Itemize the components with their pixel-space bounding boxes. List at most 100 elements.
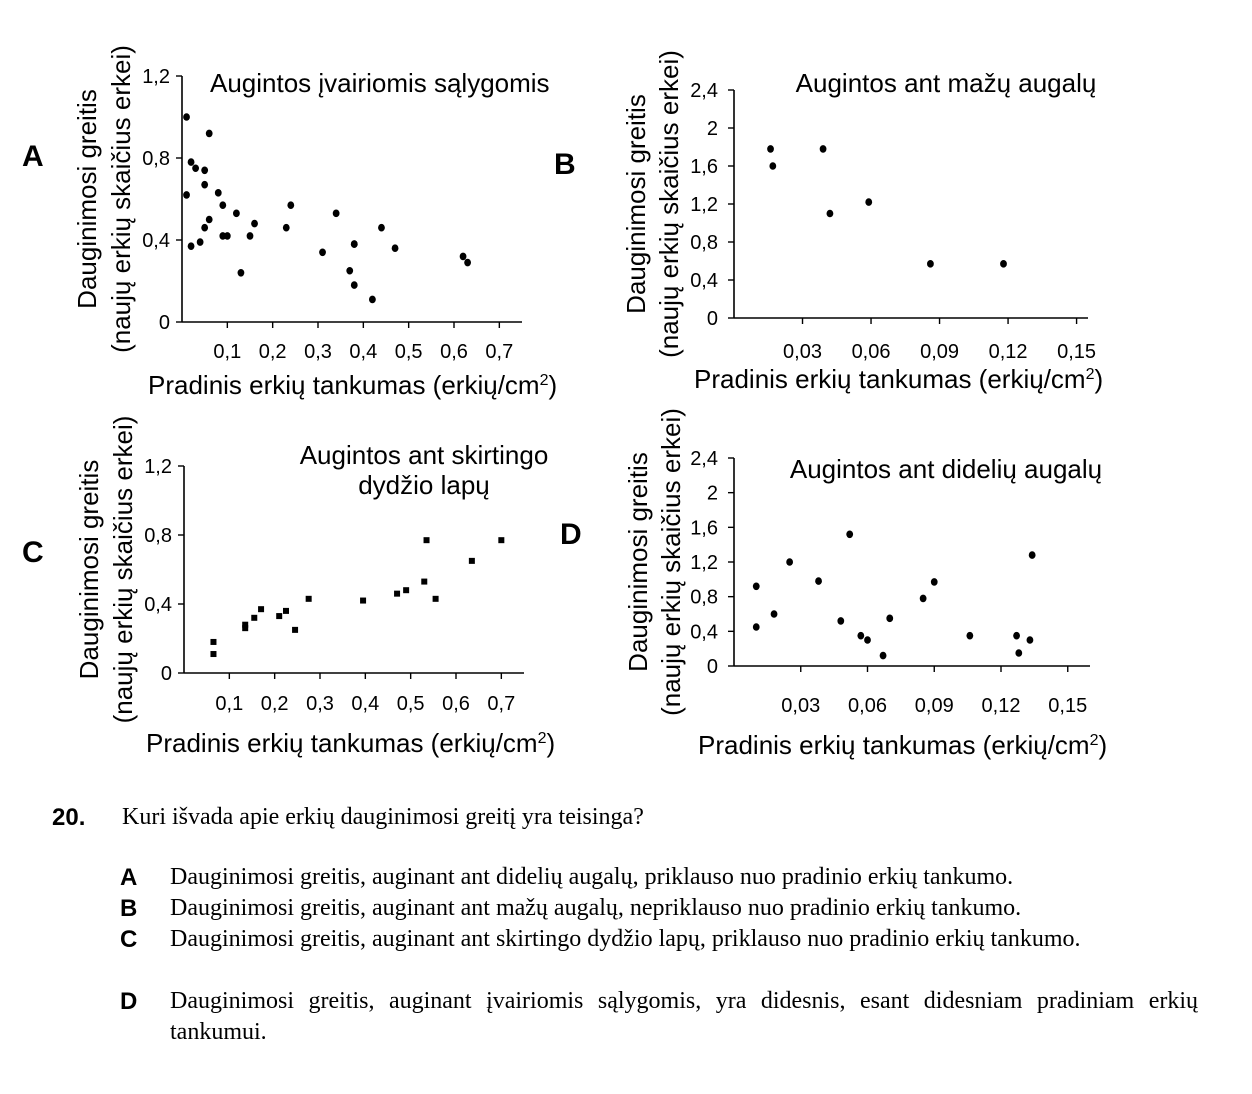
panel-c-y-tick-label: 0 <box>161 663 172 685</box>
panel-a-data-point <box>192 164 200 173</box>
panel-c-data-point <box>305 595 312 602</box>
panel-c-y-tick-label: 0,8 <box>144 525 172 547</box>
panel-d-data-point <box>770 610 778 618</box>
panel-c-x-tick-label: 0,1 <box>215 693 243 715</box>
panel-c-title-line-1: Augintos ant skirtingo <box>300 440 549 470</box>
panel-b-x-tick-label: 0,09 <box>920 341 959 363</box>
panel-a-data-point <box>350 281 358 289</box>
panel-d-y-tick-label: 1,2 <box>690 552 718 574</box>
panel-b-y-tick-label: 0,4 <box>690 270 718 292</box>
panel-a-data-point <box>183 113 190 121</box>
panel-d-y-axis-title-1: Dauginimosi greitis <box>623 452 653 672</box>
panel-d-data-point <box>837 617 845 625</box>
panel-a-y-axis-title-2: (naujų erkių skaičius erkei) <box>106 45 136 353</box>
panel-c-y-tick-label: 1,2 <box>144 456 172 478</box>
panel-b-title: Augintos ant mažų augalų <box>796 68 1097 98</box>
option-letter: A <box>120 864 138 891</box>
panel-c-letter: C <box>22 536 44 569</box>
panel-c-data-point <box>276 613 283 620</box>
panel-d-y-axis-title-2: (naujų erkių skaičius erkei) <box>656 408 686 716</box>
panel-c-data-point <box>242 625 249 632</box>
panel-a-data-point <box>214 189 222 197</box>
panel-c-x-tick-label: 0,5 <box>397 693 425 715</box>
panel-c-data-point <box>210 651 217 658</box>
panel-a-letter: A <box>22 140 44 173</box>
panel-c-data-point <box>292 626 299 633</box>
panel-b-letter: B <box>554 148 576 181</box>
panel-b-y-tick-label: 0 <box>707 308 718 330</box>
panel-d-y-tick-label: 0,8 <box>690 587 718 609</box>
panel-d-letter: D <box>560 518 582 551</box>
panel-c-data-point <box>423 537 430 544</box>
panel-a-data-point <box>219 201 227 209</box>
panel-a-x-tick-label: 0,1 <box>213 341 241 363</box>
panel-a-x-tick-label: 0,2 <box>259 341 287 363</box>
panel-c-y-axis-title-2: (naujų erkių skaičius erkei) <box>108 416 138 724</box>
panel-a-title: Augintos įvairiomis sąlygomis <box>210 68 550 98</box>
panel-d-data-point <box>886 614 894 623</box>
panel-d-data-point <box>815 577 822 585</box>
panel-c-data-point <box>394 590 401 597</box>
panel-b-y-tick-label: 1,2 <box>690 194 718 216</box>
option-text: Dauginimosi greitis, auginant ant dideli… <box>170 864 1014 890</box>
panel-c-y-axis-title-1: Dauginimosi greitis <box>74 460 104 680</box>
panel-d-data-point <box>1015 649 1023 657</box>
panel-b-y-tick-label: 2 <box>707 118 718 140</box>
option-letter: D <box>120 988 138 1015</box>
panel-d-data-point <box>1026 636 1034 644</box>
panel-a-x-tick-label: 0,4 <box>349 341 377 363</box>
panel-a-y-axis-title-1: Dauginimosi greitis <box>72 89 102 309</box>
panel-a-x-tick-label: 0,3 <box>304 341 332 363</box>
panel-a-data-point <box>282 223 290 232</box>
panel-c-x-tick-label: 0,7 <box>487 693 515 715</box>
panel-d-data-point <box>1028 551 1036 559</box>
panel-b-y-tick-label: 0,8 <box>690 232 718 254</box>
option-letter: B <box>120 895 138 922</box>
panel-a-data-point <box>332 209 340 218</box>
panel-d-data-point <box>966 631 974 640</box>
panel-c-x-tick-label: 0,4 <box>351 693 379 715</box>
panel-a-data-point <box>346 266 354 275</box>
panel-c-data-point <box>283 607 289 614</box>
panel-b-x-axis-title: Pradinis erkių tankumas (erkių/cm2) <box>694 364 1103 394</box>
panel-d-x-axis-title: Pradinis erkių tankumas (erkių/cm2) <box>698 730 1107 760</box>
panel-a-y-tick-label: 0,4 <box>142 230 170 252</box>
panel-a-data-point <box>233 209 240 218</box>
panel-d-y-tick-label: 2 <box>707 483 718 505</box>
panel-a-x-tick-label: 0,7 <box>485 341 513 363</box>
panel-b-data-point <box>1000 260 1007 268</box>
panel-a-data-point <box>187 242 195 250</box>
panel-d-x-tick-label: 0,12 <box>982 695 1021 717</box>
panel-d-data-point <box>786 558 794 566</box>
panel-d-x-tick-label: 0,06 <box>848 695 887 717</box>
panel-a-data-point <box>196 238 204 246</box>
panel-d-y-tick-label: 0 <box>707 656 718 678</box>
panel-c-x-axis-title: Pradinis erkių tankumas (erkių/cm2) <box>146 728 555 758</box>
panel-d-title: Augintos ant didelių augalų <box>790 454 1102 484</box>
panel-a-data-point <box>287 201 295 209</box>
panel-a-data-point <box>201 166 209 175</box>
panel-c-data-point <box>360 597 367 604</box>
panel-b-data-point <box>826 209 834 218</box>
panel-a-data-point <box>369 295 376 304</box>
panel-a-x-tick-label: 0,6 <box>440 341 468 363</box>
panel-d-data-point <box>919 594 927 603</box>
panel-a-x-tick-label: 0,5 <box>395 341 423 363</box>
panel-a-data-point <box>319 248 326 257</box>
panel-a-data-point <box>246 232 254 240</box>
panel-b-x-tick-label: 0,12 <box>989 341 1028 363</box>
option-letter: C <box>120 926 138 953</box>
panel-a-y-tick-label: 0,8 <box>142 148 170 170</box>
panel-d-data-point <box>864 636 871 644</box>
question-text: Kuri išvada apie erkių dauginimosi greit… <box>122 804 644 830</box>
panel-c-title-line-2: dydžio lapų <box>358 470 490 500</box>
panel-d-x-tick-label: 0,03 <box>781 695 820 717</box>
panel-b-data-point <box>769 162 777 170</box>
panel-b-x-tick-label: 0,15 <box>1057 341 1096 363</box>
panel-b-data-point <box>865 198 873 206</box>
panel-a-data-point <box>237 269 245 277</box>
panel-c-data-point <box>210 638 217 645</box>
panel-d-x-tick-label: 0,15 <box>1048 695 1087 717</box>
panel-c-data-point <box>258 606 265 613</box>
panel-d-data-point <box>857 631 865 640</box>
